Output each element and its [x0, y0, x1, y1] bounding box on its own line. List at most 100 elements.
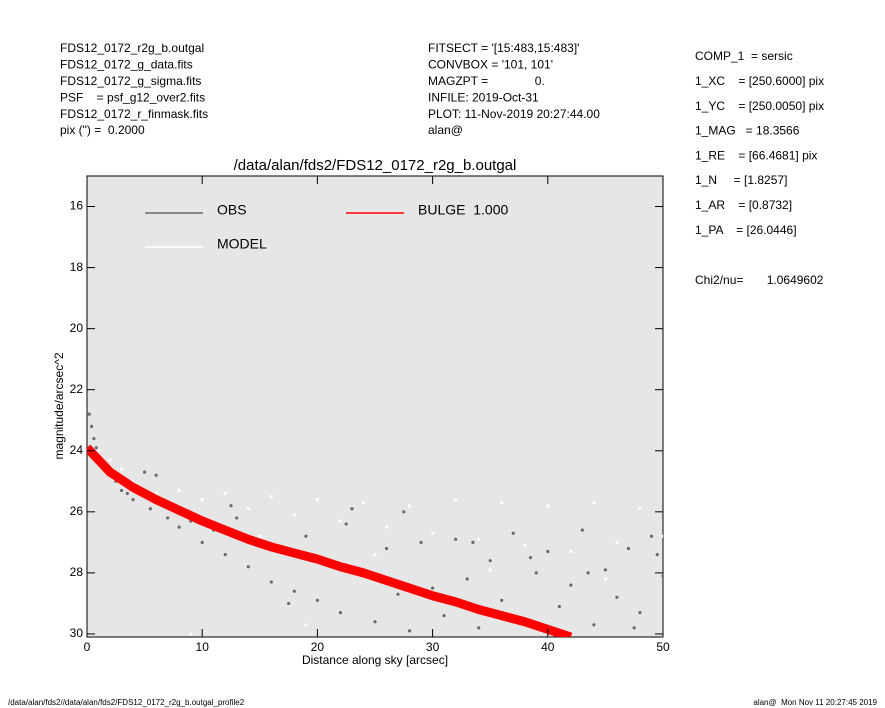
- y-tick-label: 22: [70, 382, 84, 396]
- data-point: [189, 632, 193, 636]
- data-point: [384, 525, 389, 529]
- data-point: [131, 498, 135, 502]
- data-point: [119, 467, 124, 471]
- data-point: [292, 589, 296, 593]
- chi2: Chi2/nu= 1.0649602: [695, 273, 824, 287]
- data-point: [586, 571, 590, 575]
- data-point: [500, 598, 504, 602]
- data-point: [661, 534, 663, 538]
- data-point: [90, 424, 94, 428]
- data-point: [125, 491, 129, 496]
- data-point: [235, 516, 239, 520]
- chart-title: /data/alan/fds2/FDS12_0172_r2g_b.outgal: [234, 157, 517, 174]
- header-left-line: PSF = psf_g12_over2.fits: [60, 90, 205, 104]
- header-middle-line: FITSECT = '[15:483,15:483]': [428, 41, 579, 55]
- legend-label: BULGE 1.000: [418, 202, 508, 218]
- data-point: [546, 549, 550, 554]
- data-point: [223, 552, 227, 557]
- data-point: [407, 504, 412, 508]
- data-point: [528, 556, 533, 560]
- data-point: [361, 501, 366, 505]
- fit-parameter: 1_AR = [0.8732]: [695, 198, 792, 212]
- header-middle-line: alan@: [428, 123, 463, 137]
- data-point: [603, 568, 608, 572]
- data-point: [148, 507, 152, 511]
- data-point: [661, 574, 663, 578]
- data-point: [396, 592, 400, 596]
- data-point: [119, 488, 124, 493]
- x-tick-label: 40: [541, 640, 555, 654]
- footer-left: /data/alan/fds2//data/alan/fds2/FDS12_01…: [8, 698, 245, 707]
- data-point: [442, 614, 446, 618]
- data-point: [304, 623, 308, 627]
- y-tick-label: 26: [70, 504, 84, 518]
- data-point: [200, 498, 204, 502]
- data-point: [615, 540, 619, 544]
- y-tick-label: 24: [70, 443, 84, 457]
- data-point: [92, 436, 96, 441]
- x-tick-label: 30: [426, 640, 440, 654]
- data-point: [373, 620, 377, 624]
- data-point: [454, 537, 458, 541]
- data-point: [304, 534, 308, 538]
- fit-parameter: 1_RE = [66.4681] pix: [695, 148, 817, 162]
- y-tick-label: 20: [70, 321, 84, 335]
- data-point: [488, 559, 492, 563]
- data-point: [269, 494, 273, 499]
- header-middle-line: INFILE: 2019-Oct-31: [428, 90, 539, 104]
- header-left-line: pix (") = 0.2000: [60, 123, 145, 137]
- data-point: [223, 491, 227, 496]
- data-point: [477, 537, 481, 541]
- data-point: [402, 510, 406, 514]
- fit-parameter: COMP_1 = sersic: [695, 49, 793, 63]
- data-point: [557, 604, 561, 609]
- data-point: [258, 534, 262, 538]
- data-point: [603, 577, 608, 581]
- header-left-line: FDS12_0172_r2g_b.outgal: [60, 41, 204, 55]
- x-axis-label: Distance along sky [arcsec]: [302, 653, 448, 667]
- data-point: [200, 540, 204, 544]
- data-point: [87, 412, 91, 416]
- header-left-line: FDS12_0172_g_sigma.fits: [60, 74, 201, 88]
- data-point: [108, 458, 112, 462]
- header-left-line: FDS12_0172_r_finmask.fits: [60, 107, 208, 121]
- header-middle-line: PLOT: 11-Nov-2019 20:27:44.00: [428, 107, 600, 121]
- data-point: [534, 571, 538, 575]
- data-point: [465, 577, 469, 581]
- data-point: [338, 610, 343, 615]
- header-middle-line: MAGZPT = 0.: [428, 74, 545, 88]
- y-tick-label: 30: [70, 626, 84, 640]
- data-point: [246, 507, 250, 511]
- header-middle-line: CONVBOX = '101, 101': [428, 58, 553, 72]
- data-point: [287, 601, 291, 606]
- data-point: [569, 549, 573, 554]
- data-point: [94, 446, 98, 450]
- data-point: [246, 565, 250, 569]
- data-point: [471, 540, 475, 544]
- y-tick-label: 28: [70, 565, 84, 579]
- data-point: [638, 610, 642, 615]
- fit-parameter: 1_PA = [26.0446]: [695, 223, 797, 237]
- fit-parameter: 1_MAG = 18.3566: [695, 124, 800, 138]
- x-tick-label: 10: [196, 640, 210, 654]
- data-point: [177, 488, 181, 493]
- data-point: [166, 516, 170, 520]
- data-point: [431, 531, 435, 535]
- data-point: [592, 501, 596, 505]
- x-tick-label: 0: [84, 640, 91, 654]
- fit-parameter: 1_XC = [250.6000] pix: [695, 74, 824, 88]
- legend-label: OBS: [217, 202, 247, 218]
- data-point: [626, 546, 631, 551]
- data-point: [511, 531, 515, 535]
- data-point: [592, 623, 596, 627]
- data-point: [638, 507, 642, 511]
- plot-area: [86, 175, 664, 638]
- data-point: [143, 470, 147, 474]
- data-point: [229, 504, 233, 508]
- data-point: [315, 598, 319, 602]
- data-point: [96, 449, 101, 453]
- plot-marks: [87, 412, 663, 637]
- data-point: [269, 580, 273, 584]
- data-point: [431, 586, 435, 590]
